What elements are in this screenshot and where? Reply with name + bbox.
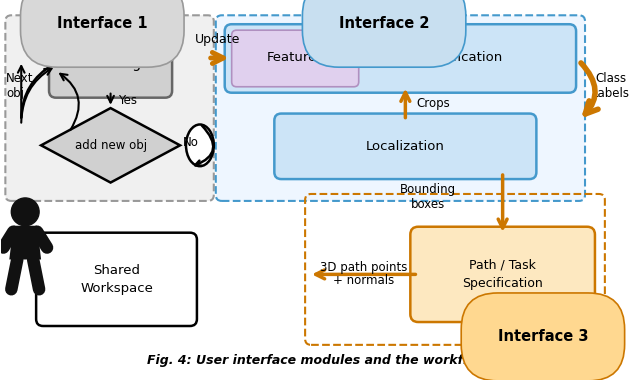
FancyBboxPatch shape <box>216 15 585 201</box>
FancyArrowPatch shape <box>21 68 52 123</box>
Text: Teaching: Teaching <box>80 57 141 71</box>
Circle shape <box>11 198 39 226</box>
Text: Features: Features <box>266 51 324 65</box>
FancyArrowPatch shape <box>18 66 25 118</box>
FancyBboxPatch shape <box>225 24 576 93</box>
Text: Crops: Crops <box>417 97 450 110</box>
Polygon shape <box>41 108 180 182</box>
Text: Yes: Yes <box>118 94 137 107</box>
FancyArrowPatch shape <box>195 125 213 166</box>
FancyArrowPatch shape <box>60 74 79 130</box>
FancyArrowPatch shape <box>498 175 507 228</box>
Text: Localization: Localization <box>366 140 445 153</box>
Text: Class
Labels: Class Labels <box>592 72 630 100</box>
Polygon shape <box>10 226 41 260</box>
FancyBboxPatch shape <box>49 29 172 98</box>
Text: Next
obj: Next obj <box>6 72 34 100</box>
Text: add new obj: add new obj <box>74 139 147 152</box>
FancyBboxPatch shape <box>410 227 595 322</box>
Text: Interface 3: Interface 3 <box>498 329 588 344</box>
Text: No: No <box>183 136 199 149</box>
Text: Classification: Classification <box>414 51 502 65</box>
FancyBboxPatch shape <box>232 30 359 87</box>
Ellipse shape <box>186 125 214 166</box>
FancyBboxPatch shape <box>36 233 197 326</box>
Text: Interface 1: Interface 1 <box>57 16 148 31</box>
FancyArrowPatch shape <box>107 93 114 103</box>
Text: Shared
Workspace: Shared Workspace <box>80 264 153 295</box>
Text: Bounding
boxes: Bounding boxes <box>400 183 456 211</box>
FancyArrowPatch shape <box>581 63 598 114</box>
FancyArrowPatch shape <box>211 52 223 63</box>
FancyArrowPatch shape <box>401 92 410 118</box>
FancyArrowPatch shape <box>21 64 53 118</box>
Text: 3D path points: 3D path points <box>320 261 408 274</box>
Text: + normals: + normals <box>333 274 394 287</box>
Text: Fig. 4: User interface modules and the workflow: Fig. 4: User interface modules and the w… <box>147 354 487 367</box>
Text: Update: Update <box>195 33 240 46</box>
FancyBboxPatch shape <box>5 15 214 201</box>
FancyBboxPatch shape <box>274 114 536 179</box>
Text: Path / Task
Specification: Path / Task Specification <box>462 259 543 290</box>
FancyArrowPatch shape <box>315 270 415 279</box>
Text: Interface 2: Interface 2 <box>339 16 429 31</box>
